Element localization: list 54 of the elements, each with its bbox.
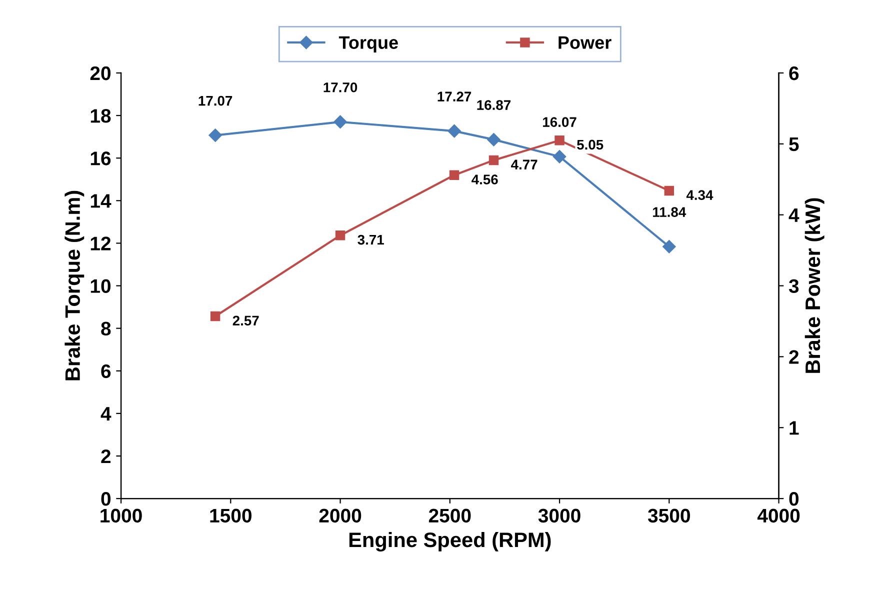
x-axis-title: Engine Speed (RPM) bbox=[349, 532, 551, 552]
data-label: 17.27 bbox=[438, 92, 472, 102]
point bbox=[448, 124, 461, 138]
point bbox=[208, 128, 222, 142]
y-tick-label: 4 bbox=[100, 407, 112, 420]
x-tick-label: 3500 bbox=[648, 508, 690, 523]
point bbox=[552, 150, 566, 164]
data-label: 2.57 bbox=[232, 316, 259, 326]
y2-axis-title: Brake Power (kW) bbox=[804, 198, 824, 373]
x-tick-label: 1000 bbox=[100, 508, 142, 523]
data-label: 4.77 bbox=[511, 160, 538, 170]
y2-tick-label: 6 bbox=[789, 66, 799, 80]
y-tick-label: 12 bbox=[90, 236, 111, 250]
data-label: 16.87 bbox=[477, 100, 511, 110]
point bbox=[488, 155, 499, 166]
x-tick-label: 2000 bbox=[319, 508, 362, 523]
x-tick-label: 3000 bbox=[538, 508, 580, 523]
data-label: 17.07 bbox=[198, 96, 232, 106]
y-tick-label: 20 bbox=[90, 66, 111, 80]
data-label: 11.84 bbox=[653, 207, 686, 217]
legend-label: Power bbox=[558, 36, 612, 49]
y-tick-label: 6 bbox=[101, 364, 111, 378]
y2-tick-label: 0 bbox=[789, 492, 799, 506]
legend-label: Torque bbox=[338, 36, 398, 53]
point bbox=[487, 132, 500, 146]
data-label: 17.70 bbox=[324, 82, 358, 92]
y2-tick-label: 3 bbox=[788, 279, 799, 294]
y2-tick-label: 2 bbox=[789, 350, 799, 364]
y2-tick-label: 4 bbox=[788, 208, 800, 222]
y-tick-label: 14 bbox=[90, 194, 112, 208]
x-tick-label: 2500 bbox=[428, 508, 471, 523]
point bbox=[554, 135, 564, 146]
data-label: 4.56 bbox=[472, 174, 498, 184]
data-label: 16.07 bbox=[543, 117, 576, 127]
x-tick-label: 4000 bbox=[757, 508, 800, 523]
y-tick-label: 10 bbox=[90, 279, 111, 293]
point bbox=[662, 240, 676, 254]
x-tick-label: 1500 bbox=[210, 508, 252, 523]
data-label: 4.34 bbox=[686, 190, 714, 200]
point bbox=[664, 186, 674, 196]
y-tick-label: 8 bbox=[101, 322, 111, 336]
data-label: 5.05 bbox=[576, 140, 604, 150]
y-tick-label: 0 bbox=[101, 492, 111, 506]
y-tick-label: 18 bbox=[90, 108, 111, 123]
y2-tick-label: 1 bbox=[790, 421, 799, 435]
point bbox=[210, 311, 220, 322]
data-label: 3.71 bbox=[358, 234, 384, 245]
y-tick-label: 16 bbox=[90, 152, 111, 166]
y-tick-label: 2 bbox=[101, 449, 111, 464]
y-axis-title: Brake Torque (N.m) bbox=[64, 190, 84, 380]
y2-tick-label: 5 bbox=[789, 138, 799, 152]
point bbox=[449, 170, 460, 180]
point bbox=[334, 115, 347, 128]
point bbox=[335, 230, 346, 240]
